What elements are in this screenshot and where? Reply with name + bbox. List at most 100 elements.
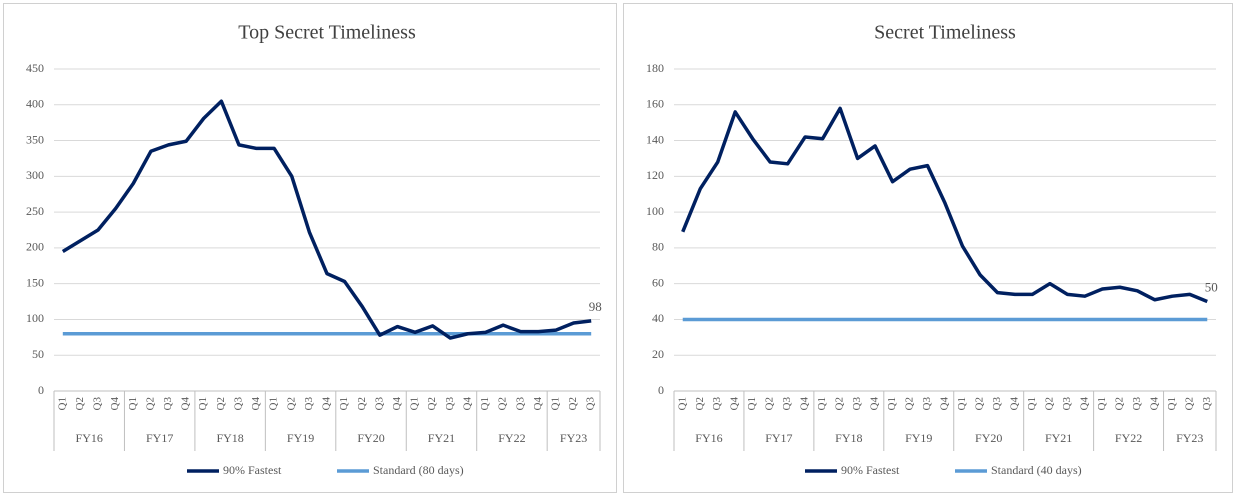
x-tick-label: Q2: [973, 397, 985, 410]
x-tick-label: Q2: [285, 397, 297, 410]
x-tick-label: Q4: [1078, 397, 1090, 411]
x-tick-label: Q1: [338, 397, 350, 410]
x-group-label: FY17: [765, 431, 792, 445]
x-tick-label: Q4: [1008, 397, 1020, 411]
x-tick-label: Q2: [74, 397, 86, 410]
x-tick-label: Q3: [1201, 397, 1213, 411]
x-tick-label: Q4: [461, 397, 473, 411]
x-tick-label: Q2: [144, 397, 156, 410]
x-group-label: FY18: [835, 431, 862, 445]
x-group-label: FY22: [498, 431, 525, 445]
x-tick-label: Q3: [781, 397, 793, 411]
x-tick-label: Q3: [921, 397, 933, 411]
x-tick-label: Q1: [886, 397, 898, 410]
x-tick-label: Q2: [426, 397, 438, 410]
x-group-label: FY21: [428, 431, 455, 445]
y-tick-label: 60: [652, 275, 664, 289]
x-tick-label: Q3: [373, 397, 385, 411]
x-tick-label: Q3: [1061, 397, 1073, 411]
x-group-label: FY19: [287, 431, 314, 445]
x-tick-label: Q1: [268, 397, 280, 410]
x-group-label: FY23: [560, 431, 587, 445]
x-tick-label: Q1: [956, 397, 968, 410]
x-tick-label: Q1: [1096, 397, 1108, 410]
y-tick-label: 40: [652, 311, 664, 325]
x-group-label: FY21: [1045, 431, 1072, 445]
x-group-label: FY17: [146, 431, 173, 445]
legend-label: Standard (40 days): [991, 463, 1082, 477]
x-group-label: FY16: [695, 431, 722, 445]
data-label: 98: [589, 299, 602, 314]
x-tick-label: Q4: [869, 397, 881, 411]
chart-panel: Secret Timeliness 0 20 40 60 80 100 120 140 160 18…: [623, 3, 1233, 493]
x-tick-label: Q4: [729, 397, 741, 411]
x-tick-label: Q2: [497, 397, 509, 410]
x-tick-label: Q1: [746, 397, 758, 410]
x-tick-label: Q1: [197, 397, 209, 410]
series-line: [61, 99, 592, 340]
y-tick-label: 400: [26, 97, 44, 111]
x-tick-label: Q1: [1166, 397, 1178, 410]
x-tick-label: Q2: [1183, 397, 1195, 410]
x-tick-label: Q1: [676, 397, 688, 410]
x-group-label: FY22: [1115, 431, 1142, 445]
y-tick-label: 120: [646, 168, 664, 182]
y-tick-label: 20: [652, 347, 664, 361]
x-tick-label: Q3: [585, 397, 597, 411]
data-label: 50: [1205, 280, 1218, 295]
x-tick-label: Q3: [851, 397, 863, 411]
x-tick-label: Q1: [409, 397, 421, 410]
x-tick-label: Q3: [162, 397, 174, 411]
x-tick-label: Q4: [939, 397, 951, 411]
x-tick-label: Q1: [479, 397, 491, 410]
x-tick-label: Q3: [92, 397, 104, 411]
series-line: [681, 106, 1208, 304]
x-tick-label: Q2: [1113, 397, 1125, 410]
x-tick-label: Q4: [109, 397, 121, 411]
x-tick-label: Q4: [799, 397, 811, 411]
y-tick-label: 140: [646, 132, 664, 146]
chart-title: Top Secret Timeliness: [238, 22, 416, 44]
y-tick-label: 100: [646, 204, 664, 218]
x-tick-label: Q1: [127, 397, 139, 410]
y-tick-label: 350: [26, 132, 44, 146]
y-tick-label: 180: [646, 61, 664, 75]
x-tick-label: Q2: [215, 397, 227, 410]
x-tick-label: Q4: [250, 397, 262, 411]
x-tick-label: Q4: [391, 397, 403, 411]
x-group-label: FY20: [357, 431, 384, 445]
x-tick-label: Q1: [549, 397, 561, 410]
y-tick-label: 0: [38, 383, 44, 397]
x-tick-label: Q3: [991, 397, 1003, 411]
x-tick-label: Q3: [303, 397, 315, 411]
x-group-label: FY18: [216, 431, 243, 445]
x-tick-label: Q2: [904, 397, 916, 410]
x-tick-label: Q4: [180, 397, 192, 411]
chart-panel: Top Secret Timeliness 0 50 100 150 200 250 300 3…: [3, 3, 617, 493]
x-group-label: FY16: [76, 431, 103, 445]
x-tick-label: Q2: [356, 397, 368, 410]
x-tick-label: Q3: [232, 397, 244, 411]
y-tick-label: 300: [26, 168, 44, 182]
x-tick-label: Q2: [567, 397, 579, 410]
y-tick-label: 80: [652, 240, 664, 254]
x-group-label: FY23: [1176, 431, 1203, 445]
x-tick-label: Q4: [1148, 397, 1160, 411]
y-tick-label: 250: [26, 204, 44, 218]
y-tick-label: 200: [26, 240, 44, 254]
y-tick-label: 150: [26, 275, 44, 289]
x-tick-label: Q4: [321, 397, 333, 411]
y-tick-label: 100: [26, 311, 44, 325]
y-tick-label: 450: [26, 61, 44, 75]
x-tick-label: Q1: [1026, 397, 1038, 410]
x-tick-label: Q4: [532, 397, 544, 411]
x-group-label: FY20: [975, 431, 1002, 445]
y-tick-label: 50: [32, 347, 44, 361]
x-tick-label: Q2: [764, 397, 776, 410]
x-tick-label: Q3: [514, 397, 526, 411]
legend-label: 90% Fastest: [223, 463, 282, 477]
x-tick-label: Q1: [816, 397, 828, 410]
legend-label: Standard (80 days): [373, 463, 464, 477]
x-tick-label: Q2: [834, 397, 846, 410]
